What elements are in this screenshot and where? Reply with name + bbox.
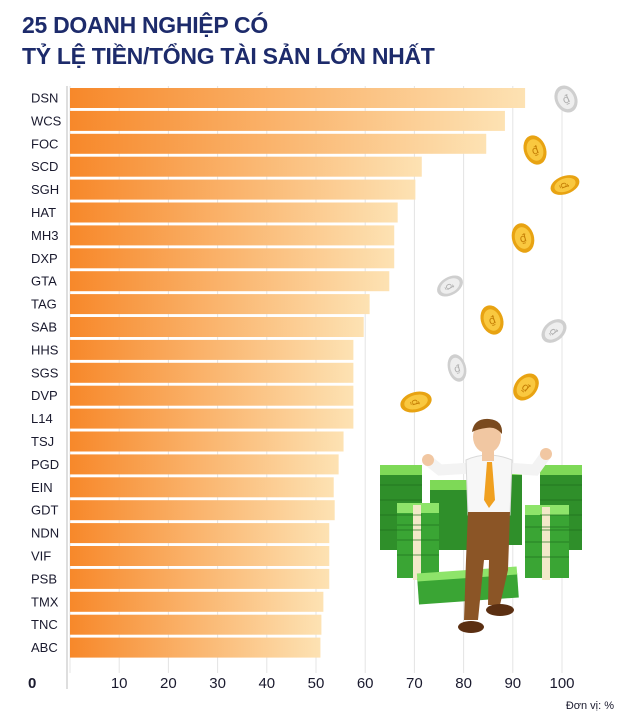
x-tick-label: 50 [308,675,325,692]
category-labels: DSN WCS FOC SCD SGH HAT MH3 DXP GTA TAG SAB HHS SGS D… [31,91,62,656]
bar-scd [70,156,422,177]
category-label: PGD [31,457,59,472]
chart-title-line-1: 25 DOANH NGHIỆP CÓ [22,12,268,38]
bar-dsn [70,88,526,108]
coin-icon: ₫ [523,135,547,165]
x-tick-label: 30 [209,675,226,692]
x-tick-label: 80 [455,675,472,692]
category-label: WCS [31,113,62,128]
svg-text:₫: ₫ [442,281,455,293]
bar-hat [70,202,398,223]
category-label: DSN [31,91,58,106]
svg-text:₫: ₫ [557,181,570,191]
category-label: TMX [31,594,59,609]
svg-text:₫: ₫ [453,363,463,375]
category-label: SGS [31,365,59,380]
bar-dxp [70,248,395,269]
bar-ndn [70,523,330,544]
x-tick-label: 60 [357,675,374,692]
category-label: TSJ [31,434,54,449]
chart-title-line-2: TỶ LỆ TIỀN/TỔNG TÀI SẢN LỚN NHẤT [22,43,435,69]
category-label: HHS [31,342,59,357]
x-tick-label: 100 [549,675,574,692]
bar-sab [70,317,364,337]
category-label: TAG [31,297,57,312]
category-label: PSB [31,571,57,586]
bar-tmx [70,591,324,612]
category-label: ABC [31,640,58,655]
category-label: GDT [31,503,59,518]
x-tick-label: 70 [406,675,423,692]
x-tick-label: 20 [160,675,177,692]
bar-gta [70,271,390,292]
coin-icon: ₫ [437,275,463,297]
bar-psb [70,568,330,589]
x-tick-label: 90 [504,675,521,692]
coin-icon: ₫ [513,373,539,401]
svg-text:₫: ₫ [560,92,572,107]
coin-icon: ₫ [541,319,567,343]
coin-icon: ₫ [511,223,535,253]
x-tick-label: 10 [111,675,128,692]
category-label: NDN [31,526,59,541]
category-label: L14 [31,411,53,426]
bar-vif [70,546,330,566]
category-label: TNC [31,617,58,632]
bar-l14 [70,408,354,429]
bar-ein [70,477,334,498]
chart-title: 25 DOANH NGHIỆP CÓ TỶ LỆ TIỀN/TỔNG TÀI S… [22,10,435,72]
bar-tag [70,294,370,315]
category-label: FOC [31,136,58,151]
bar-sgs [70,362,354,383]
bar-tsj [70,431,344,452]
cash-stack-lines [380,484,582,558]
coin-icon: ₫ [447,354,467,382]
bars [70,88,526,658]
bar-gdt [70,500,335,521]
x-tick-label: 40 [258,675,275,692]
bar-hhs [70,339,354,360]
category-label: SGH [31,182,59,197]
category-label: SAB [31,320,57,335]
svg-text:₫: ₫ [408,398,420,408]
coin-icon: ₫ [480,305,504,335]
x-tick-label: 0 [28,675,36,692]
coin-icon: ₫ [550,175,580,195]
category-label: DVP [31,388,58,403]
category-label: GTA [31,274,57,289]
category-label: DXP [31,251,58,266]
coin-icon: ₫ [400,391,432,413]
bar-pgd [70,454,339,475]
unit-label: Đơn vị: % [565,700,614,712]
businessman-figure [422,418,552,633]
category-label: EIN [31,480,53,495]
category-label: HAT [31,205,56,220]
coin-icon: ₫ [554,85,578,113]
bar-abc [70,637,321,658]
category-label: MH3 [31,228,58,243]
svg-text:₫: ₫ [518,231,528,245]
bar-wcs [70,110,505,131]
bar-tnc [70,614,322,635]
category-label: SCD [31,159,58,174]
svg-text:₫: ₫ [530,143,541,158]
category-label: VIF [31,549,51,564]
x-axis-ticks: 0 10 20 30 40 50 60 70 80 90 100 [28,675,575,692]
bar-mh3 [70,225,395,246]
svg-text:₫: ₫ [487,313,498,328]
bar-dvp [70,385,354,406]
bar-sgh [70,179,416,200]
bar-foc [70,133,487,154]
